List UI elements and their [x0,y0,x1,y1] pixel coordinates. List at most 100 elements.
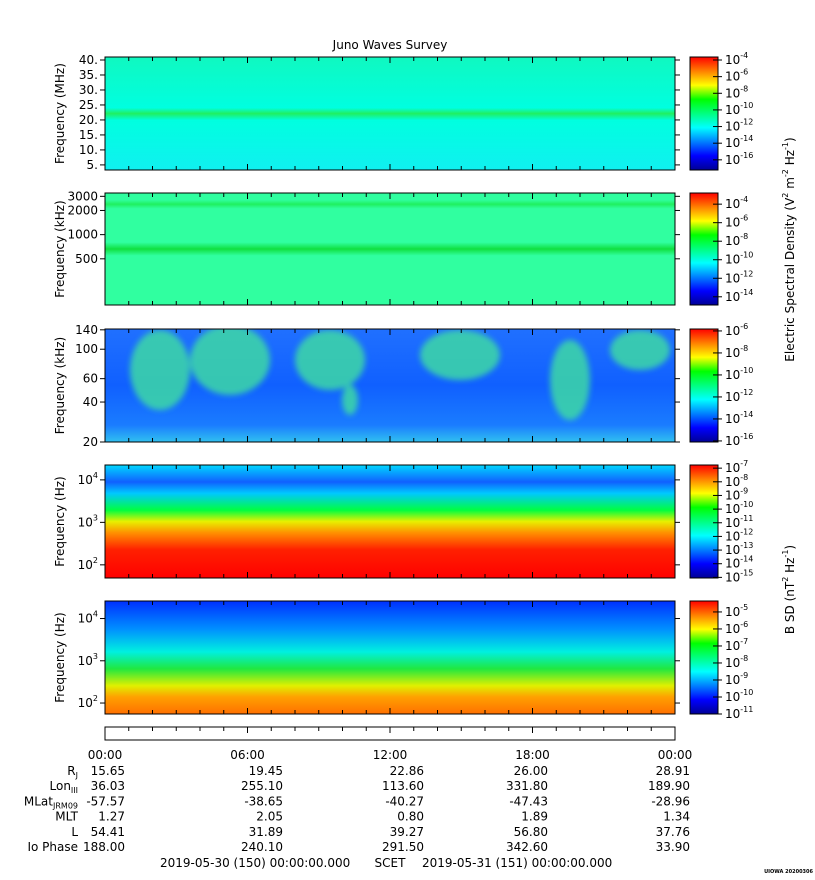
colorbar-tick-label: 10-9 [725,486,748,502]
y-tick-label: 104 [78,610,98,626]
colorbar [689,328,719,443]
y-tick-label: 103 [78,513,98,529]
y-tick-label: 5. [87,157,98,171]
y-tick-label: 35. [79,67,98,81]
x-tick-label: 06:00 [230,748,265,762]
colorbar-label: Electric Spectral Density (V2 m-2 Hz-1) [781,137,797,361]
y-tick-label: 40 [83,395,98,409]
row-value: 113.60 [382,779,424,793]
x-tick-label: 00:00 [88,748,123,762]
colorbar-tick-label: 10-14 [725,134,753,150]
row-value: 31.89 [249,824,283,838]
y-tick-label: 140 [75,322,98,336]
colorbar-tick-label: 10-8 [725,84,748,100]
y-tick-label: 500 [75,251,98,265]
row-value: 342.60 [506,840,548,854]
spectrogram [105,465,675,578]
colorbar-tick-label: 10-6 [725,322,748,338]
colorbar-tick-label: 10-6 [725,68,748,84]
row-value: 15.65 [91,764,125,778]
row-value: 39.27 [390,824,424,838]
y-tick-label: 1000 [67,227,98,241]
colorbar-tick-label: 10-10 [725,688,753,704]
colorbar [689,600,719,715]
colorbar-tick-label: 10-9 [725,671,748,687]
time-frame: SCET [375,856,407,870]
y-tick-label: 20 [83,435,98,449]
colorbar-tick-label: 10-7 [725,459,748,475]
x-tick-label: 00:00 [658,748,693,762]
row-value: -57.57 [86,794,125,808]
y-axis-label: Frequency (Hz) [53,476,67,567]
y-tick-label: 15. [79,127,98,141]
y-tick-label: 104 [78,471,98,487]
colorbar [689,192,719,306]
row-label: MLT [55,809,78,823]
y-tick-label: 2000 [67,203,98,217]
colorbar-tick-label: 10-6 [725,620,748,636]
row-value: 331.80 [506,779,548,793]
colorbar-tick-label: 10-14 [725,555,753,571]
row-value: 56.80 [514,824,548,838]
row-value: -47.43 [509,794,548,808]
row-value: 28.91 [656,764,690,778]
row-label: RJ [67,764,78,781]
colorbar-tick-label: 10-12 [725,527,753,543]
colorbar-tick-label: 10-8 [725,473,748,489]
row-value: 19.45 [249,764,283,778]
colorbar-tick-label: 10-8 [725,232,748,248]
row-value: 1.34 [663,809,690,823]
row-value: 1.89 [521,809,548,823]
colorbar-tick-label: 10-10 [725,101,753,117]
row-value: 2.05 [256,809,283,823]
spectrogram [105,57,675,170]
colorbar-tick-label: 10-13 [725,541,753,557]
colorbar-tick-label: 10-12 [725,269,753,285]
row-value: 0.80 [397,809,424,823]
colorbar-tick-label: 10-12 [725,388,753,404]
colorbar-tick-label: 10-10 [725,251,753,267]
colorbar-tick-label: 10-6 [725,214,748,230]
colorbar-tick-label: 10-7 [725,637,748,653]
y-axis-label: Frequency (MHz) [53,63,67,164]
y-tick-label: 30. [79,82,98,96]
colorbar-tick-label: 10-10 [725,366,753,382]
stamp: UIOWA 20200306 [764,869,813,875]
end-time: 2019-05-31 (151) 00:00:00.000 [422,856,612,870]
spectrogram [105,329,675,442]
colorbar-tick-label: 10-5 [725,603,748,619]
colorbar-tick-label: 10-14 [725,288,753,304]
colorbar-tick-label: 10-4 [725,195,748,211]
row-value: 26.00 [514,764,548,778]
y-tick-label: 102 [78,556,98,572]
colorbar [689,56,719,171]
colorbar-tick-label: 10-11 [725,705,753,721]
y-tick-label: 3000 [67,189,98,203]
row-value: 189.90 [648,779,690,793]
row-value: 291.50 [382,840,424,854]
y-tick-label: 25. [79,97,98,111]
row-label: Io Phase [27,840,78,854]
y-axis-label: Frequency (Hz) [53,612,67,703]
row-value: 1.27 [98,809,125,823]
colorbar-tick-label: 10-8 [725,344,748,360]
row-value: -40.27 [385,794,424,808]
spectrogram [105,193,675,305]
row-value: 33.90 [656,840,690,854]
colorbar-tick-label: 10-12 [725,118,753,134]
row-value: 22.86 [390,764,424,778]
spectrogram [105,601,675,714]
colorbar-tick-label: 10-4 [725,51,748,67]
colorbar-tick-label: 10-15 [725,568,753,584]
y-tick-label: 102 [78,694,98,710]
y-axis-label: Frequency (kHz) [53,200,67,297]
row-label: LonIII [50,779,79,796]
row-value: 54.41 [91,824,125,838]
colorbar [689,464,719,579]
colorbar-label: B SD (nT2 Hz-1) [781,545,797,634]
x-tick-label: 12:00 [373,748,408,762]
y-axis-label: Frequency (kHz) [53,337,67,434]
chart-title: Juno Waves Survey [332,38,448,52]
y-tick-label: 60 [83,371,98,385]
